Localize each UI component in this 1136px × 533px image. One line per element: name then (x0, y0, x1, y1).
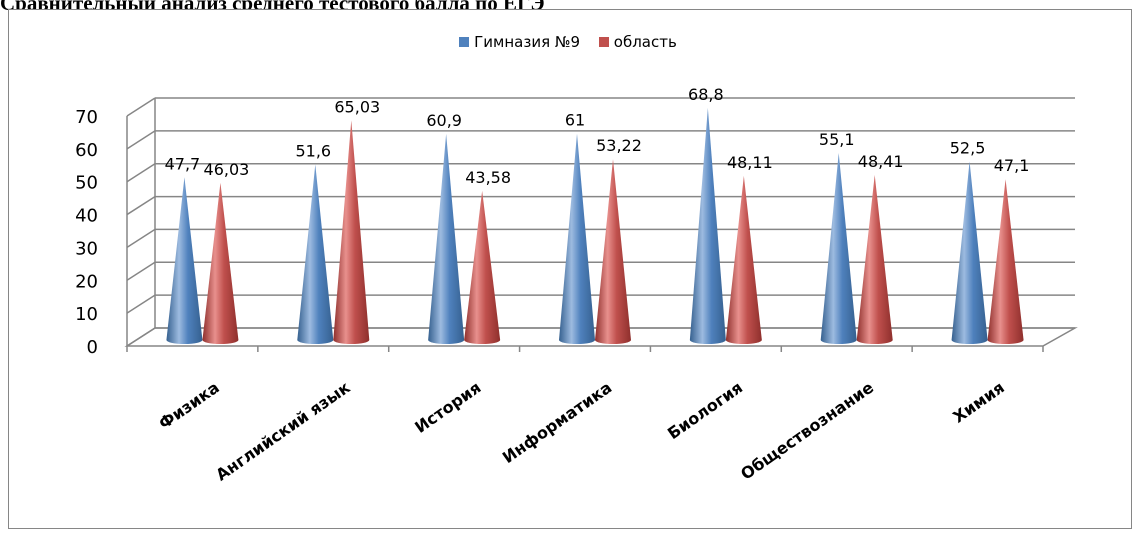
y-tick-label-1: 10 (75, 304, 98, 325)
bar-series-1-1 (297, 164, 334, 344)
x-tick-label-5: Обществознание (737, 378, 877, 484)
y-tick-label-4: 40 (75, 206, 98, 227)
data-label-series-2-4: 48,11 (727, 153, 773, 172)
gridline-diag-3 (126, 228, 156, 249)
chart-floor (124, 327, 1078, 347)
bar-series-1-4 (689, 107, 726, 344)
data-label-series-1-1: 51,6 (295, 141, 331, 160)
gridline-diag-2 (126, 261, 156, 281)
data-label-series-2-2: 43,58 (465, 168, 511, 187)
data-label-series-1-3: 61 (565, 111, 585, 130)
data-label-series-2-1: 65,03 (334, 97, 380, 116)
bar-series-2-4 (725, 175, 762, 344)
data-label-series-2-3: 53,22 (596, 136, 642, 155)
gridline-diag-7 (126, 97, 156, 117)
x-tick-label-6: Химия (949, 378, 1007, 427)
bar-series-2-5 (856, 174, 893, 344)
legend-label-series-1: Гимназия №9 (474, 33, 581, 51)
gridline-diag-6 (126, 130, 156, 150)
bar-series-1-6 (951, 161, 988, 344)
x-tick-label-2: История (411, 378, 484, 437)
y-tick-label-7: 70 (75, 107, 98, 128)
x-tick-label-1: Английский язык (212, 378, 353, 485)
data-label-series-2-6: 47,1 (994, 156, 1030, 175)
data-label-series-1-4: 68,8 (688, 85, 724, 104)
data-label-series-2-0: 46,03 (204, 160, 250, 179)
bar-series-2-0 (202, 182, 239, 344)
bar-series-2-2 (464, 190, 501, 344)
data-label-series-2-5: 48,41 (858, 152, 904, 171)
data-label-series-1-0: 47,7 (165, 154, 201, 173)
data-label-series-1-6: 52,5 (950, 139, 986, 158)
y-tick-label-0: 0 (87, 337, 98, 358)
gridline-diag-4 (126, 195, 156, 216)
x-tick-label-3: Информатика (499, 378, 615, 467)
bar-series-1-0 (166, 177, 203, 344)
y-tick-label-5: 50 (75, 173, 98, 194)
legend-item-series-2: область (598, 33, 677, 51)
bar-series-1-5 (820, 152, 857, 344)
bar-series-2-3 (595, 159, 631, 344)
legend-swatch-series-1 (459, 37, 470, 47)
bar-series-2-1 (333, 120, 370, 344)
legend-swatch-series-2 (598, 37, 609, 47)
x-tick-label-4: Биология (664, 378, 746, 443)
x-tick-label-0: Физика (155, 378, 223, 433)
data-label-series-1-2: 60,9 (426, 111, 462, 130)
bar-series-2-6 (987, 179, 1024, 344)
bar-series-1-3 (559, 133, 595, 344)
gridline-diag-1 (126, 294, 156, 314)
gridline-diag-5 (126, 163, 156, 183)
legend-item-series-1: Гимназия №9 (459, 33, 580, 51)
legend-label-series-2: область (613, 33, 677, 51)
y-tick-label-3: 30 (75, 238, 98, 259)
data-label-series-1-5: 55,1 (819, 130, 855, 149)
bar-series-1-2 (428, 133, 465, 344)
chart-legend: Гимназия №9 область (0, 33, 1136, 51)
y-tick-label-2: 20 (75, 271, 98, 292)
y-tick-label-6: 60 (75, 140, 98, 161)
